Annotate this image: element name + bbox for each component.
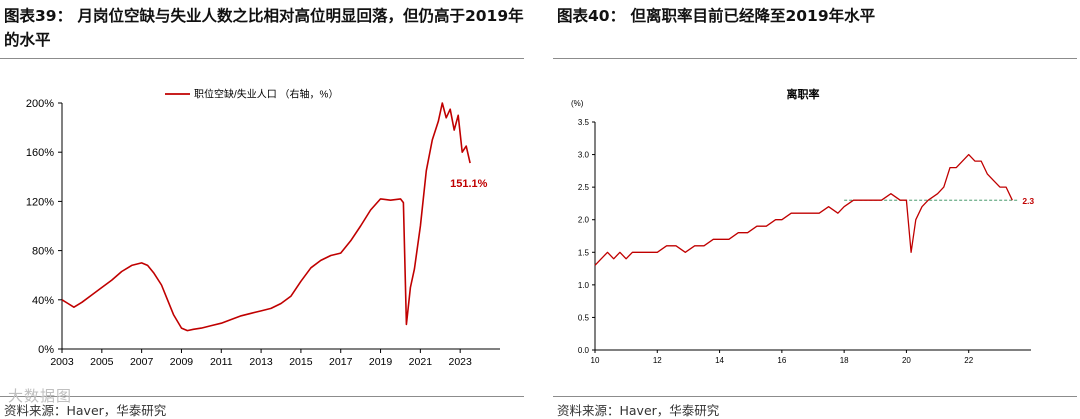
x-tick-label: 20 (902, 356, 911, 365)
y-tick-label: 2.0 (578, 216, 590, 225)
x-tick-label: 22 (964, 356, 973, 365)
figure-40: 图表40： 但离职率目前已经降至2019年水平 离职率 (%) 0.0 0.5 1.0 1… (553, 0, 1080, 419)
source-note: 资料来源：Haver，华泰研究 (4, 403, 167, 418)
y-tick-label: 0.5 (578, 313, 590, 322)
source-rule (553, 396, 1077, 397)
x-tick-label: 2009 (170, 356, 194, 368)
source-note: 资料来源：Haver，华泰研究 (557, 403, 720, 418)
y-tick-label: 200% (26, 98, 54, 110)
series-line (61, 102, 471, 332)
figure-39: 图表39： 月岗位空缺与失业人数之比相对高位明显回落，但仍高于2019年的水平 … (0, 0, 528, 419)
title-rule (0, 58, 524, 59)
x-tick-label: 14 (715, 356, 724, 365)
x-tick-label: 12 (653, 356, 662, 365)
x-tick-label: 2019 (369, 356, 393, 368)
y-tick-label: 80% (32, 246, 54, 258)
chart-quit-rate: 离职率 (%) 0.0 0.5 1.0 1.5 2.0 2.5 3.0 3.5 10 12 14 16 18… (571, 87, 1034, 365)
x-tick-label: 2011 (210, 356, 233, 368)
x-tick-label: 2005 (90, 356, 114, 368)
source-rule (0, 396, 524, 397)
x-tick-label: 2013 (249, 356, 273, 368)
y-tick-label: 0% (38, 344, 54, 356)
y-tick-label: 40% (32, 295, 54, 307)
y-tick-label: 1.0 (578, 281, 590, 290)
unit-label: (%) (571, 99, 584, 108)
chart-job-openings-ratio: 0% 40% 80% 120% 160% 200% 2003 2005 2007 2009 2011… (26, 88, 500, 368)
y-tick-label: 0.0 (578, 346, 590, 355)
figure-40-title: 图表40： 但离职率目前已经降至2019年水平 (557, 7, 876, 25)
x-tick-label: 2021 (409, 356, 433, 368)
x-tick-label: 16 (777, 356, 786, 365)
x-tick-label: 18 (840, 356, 849, 365)
y-tick-label: 3.5 (578, 118, 590, 127)
x-tick-label: 2023 (449, 356, 473, 368)
y-tick-label: 2.5 (578, 183, 590, 192)
chart-title: 离职率 (787, 87, 820, 101)
x-tick-label: 2017 (329, 356, 353, 368)
legend-label: 职位空缺/失业人口 （右轴，%） (194, 88, 338, 101)
x-tick-label: 2003 (50, 356, 74, 368)
y-tick-label: 3.0 (578, 151, 590, 160)
title-rule (553, 58, 1077, 59)
figure-39-title: 图表39： 月岗位空缺与失业人数之比相对高位明显回落，但仍高于2019年的水平 (4, 7, 524, 49)
y-tick-label: 160% (26, 147, 54, 159)
y-tick-label: 120% (26, 196, 54, 208)
last-value-label: 2.3 (1022, 196, 1034, 206)
last-value-label: 151.1% (450, 178, 488, 190)
x-tick-label: 2007 (130, 356, 154, 368)
y-tick-label: 1.5 (578, 248, 590, 257)
x-tick-label: 10 (591, 356, 600, 365)
x-tick-label: 2015 (289, 356, 313, 368)
series-line (594, 153, 1013, 266)
watermark: 大数据图 (8, 387, 73, 405)
